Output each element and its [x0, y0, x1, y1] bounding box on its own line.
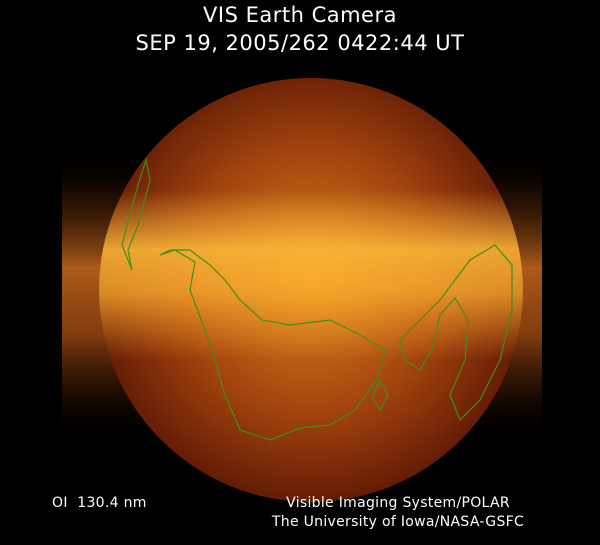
auroral-band: [99, 190, 523, 360]
credit-line: Visible Imaging System/POLAR: [286, 495, 510, 511]
credit-line: The University of Iowa/NASA-GSFC: [271, 514, 524, 530]
wavelength: OI 130.4 nm: [52, 495, 147, 511]
title: VIS Earth Camera: [203, 3, 397, 27]
coastlines: [121, 157, 513, 441]
timestamp: SEP 19, 2005/262 0422:44 UT: [136, 31, 465, 55]
